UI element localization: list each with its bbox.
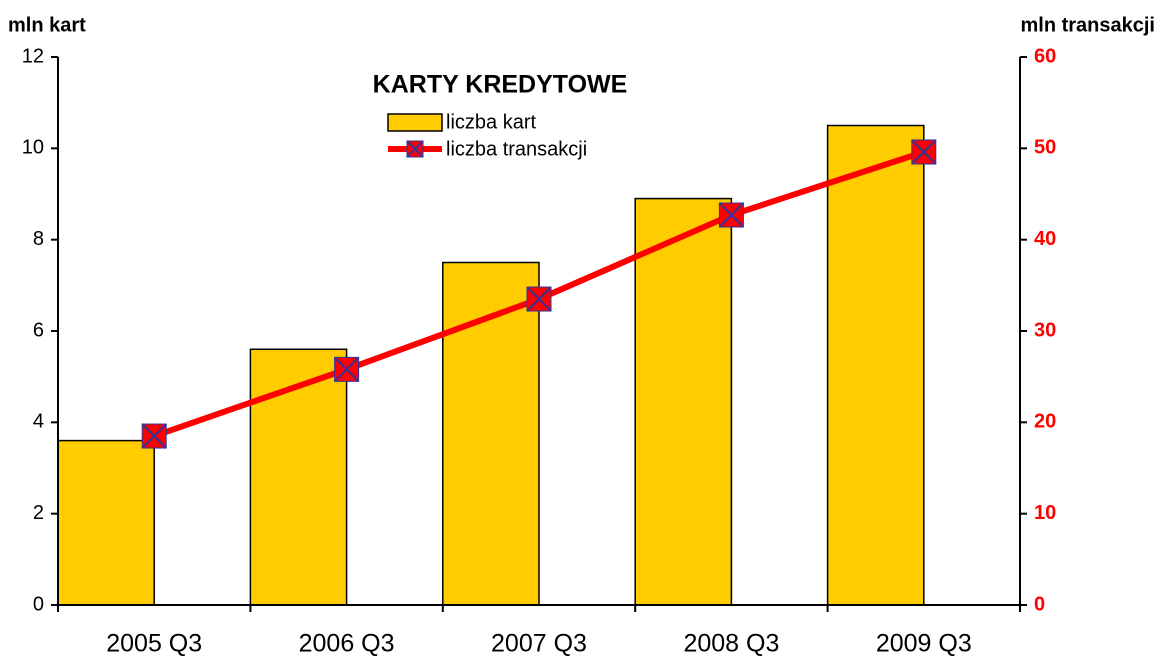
legend-swatch: [387, 113, 443, 132]
line-marker-part: [141, 423, 167, 449]
y-tick-label: 4: [33, 411, 44, 433]
line-marker-part: [333, 356, 360, 383]
y2-tick-label: 60: [1034, 45, 1056, 67]
bar: [634, 197, 733, 606]
line-marker: [141, 423, 167, 449]
legend-marker-part: [406, 140, 424, 158]
y2-tick-label: 10: [1034, 502, 1056, 524]
y-tick-label: 6: [33, 319, 44, 341]
x-tick-label: 2005 Q3: [106, 630, 202, 658]
line-marker: [718, 202, 745, 228]
x-tick-label: 2008 Q3: [683, 630, 779, 658]
line-marker-part: [911, 139, 937, 165]
legend-label: liczba kart: [446, 111, 536, 133]
y2-tick-label: 20: [1034, 411, 1056, 433]
line-marker-part: [526, 286, 552, 312]
chart-title: KARTY KREDYTOWE: [373, 71, 628, 99]
line-marker: [911, 139, 937, 165]
line-marker-part: [718, 202, 745, 228]
legend-marker: [406, 140, 424, 158]
bar: [249, 348, 348, 606]
line-marker: [333, 356, 360, 383]
x-tick-label: 2007 Q3: [491, 630, 587, 658]
y-tick-label: 0: [33, 593, 44, 615]
bar: [826, 124, 925, 606]
y2-tick-label: 30: [1034, 319, 1056, 341]
x-tick-label: 2006 Q3: [299, 630, 395, 658]
y-tick-label: 12: [22, 45, 44, 67]
line-marker: [526, 286, 552, 312]
y2-axis-label: mln transakcji: [1020, 14, 1155, 36]
y-tick-label: 10: [22, 137, 44, 159]
legend-label: liczba transakcji: [446, 138, 587, 160]
y-tick-label: 2: [33, 502, 44, 524]
x-tick-label: 2009 Q3: [876, 630, 972, 658]
y-axis-label: mln kart: [8, 14, 86, 36]
y2-tick-label: 0: [1034, 593, 1045, 615]
y-tick-label: 8: [33, 228, 44, 250]
y2-tick-label: 40: [1034, 228, 1056, 250]
y2-tick-label: 50: [1034, 137, 1056, 159]
bar: [57, 439, 155, 606]
